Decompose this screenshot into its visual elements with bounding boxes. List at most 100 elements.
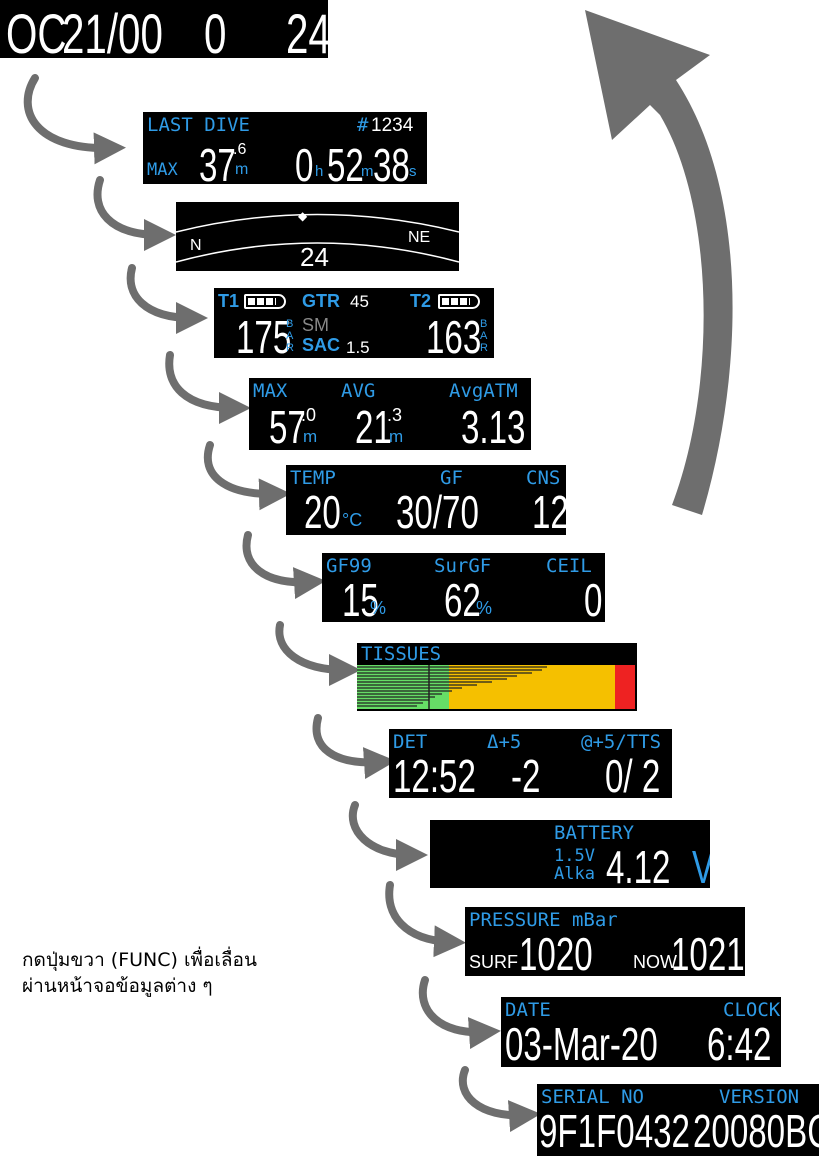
seconds-unit: s: [409, 163, 417, 180]
max-unit: m: [303, 427, 318, 446]
avg-depth: 21: [355, 401, 392, 450]
date-label: DATE: [505, 999, 551, 1021]
battery-type: Alka: [554, 864, 595, 884]
max-label: MAX: [253, 380, 288, 402]
tissues-label: TISSUES: [361, 643, 442, 665]
temp-label: TEMP: [290, 467, 336, 489]
avg-label: AVG: [341, 380, 376, 402]
max-depth: 57: [269, 401, 306, 450]
t1-bar-unit: BAR: [286, 318, 294, 355]
max-depth-decimal: .0: [301, 405, 317, 425]
tanks-screen: T1 GTR 45 T2 175 BAR SM SAC 1.5 163 BAR: [214, 288, 494, 358]
deco-plan-screen: DET Δ+5 @+5/TTS 12:52 -2 0/ 2: [389, 729, 672, 798]
surf-value: 1020: [519, 928, 593, 976]
instruction-caption: กดปุ่มขวา (FUNC) เพื่อเลื่อน ผ่านหน้าจอข…: [22, 948, 257, 999]
t2-pressure: 163: [426, 311, 482, 358]
gf-value: 30/70: [396, 486, 479, 535]
compass-ne: NE: [408, 229, 431, 246]
sac-value: 1.5: [346, 338, 370, 357]
delta-label: Δ+5: [487, 731, 522, 753]
minutes-unit: m: [361, 163, 374, 180]
serial-value: 9F1F0432: [539, 1105, 690, 1156]
t2-label: T2: [410, 291, 432, 311]
gf99-pct: %: [370, 598, 387, 618]
temp-value: 20: [304, 486, 341, 535]
minutes-value: 52: [327, 139, 364, 184]
heading-marker-icon: ◆: [298, 209, 308, 223]
now-label: NOW: [633, 952, 677, 972]
surgf-value: 62: [444, 574, 481, 622]
version-value: 20080BC: [693, 1105, 819, 1156]
caption-line-1: กดปุ่มขวา (FUNC) เพื่อเลื่อน: [22, 949, 257, 971]
serial-label: SERIAL NO: [541, 1086, 644, 1108]
max-label: MAX: [147, 160, 178, 180]
pressure-screen: PRESSURE mBar SURF 1020 NOW 1021: [465, 907, 745, 976]
avg-depth-decimal: .3: [387, 405, 403, 425]
caption-line-2: ผ่านหน้าจอข้อมูลต่าง ๆ: [22, 974, 213, 997]
cns-label: CNS: [526, 467, 561, 489]
tissue-bars: [357, 665, 547, 709]
gtr-label: GTR: [302, 291, 340, 311]
avg-unit: m: [389, 427, 404, 446]
serial-screen: SERIAL NO VERSION 9F1F0432 20080BC: [537, 1084, 819, 1156]
avgatm-label: AvgATM: [449, 380, 518, 402]
t1-label: T1: [218, 291, 240, 311]
surgf-label: SurGF: [434, 555, 492, 577]
tts-value: 24: [286, 2, 328, 59]
max-depth-unit: m: [235, 161, 249, 178]
cns-value: 12: [532, 486, 566, 535]
last-dive-title: LAST DIVE: [147, 114, 250, 136]
depth-stats-screen: MAX AVG AvgATM 57 .0 m 21 .3 m 3.13: [249, 378, 531, 450]
seconds-value: 38: [373, 139, 410, 184]
gf99-screen: GF99 SurGF CEIL 15 % 62 % 0: [322, 553, 605, 622]
top-screen: OC 21/00 0 24: [0, 0, 328, 58]
clock-label: CLOCK: [723, 999, 781, 1021]
version-label: VERSION: [719, 1086, 800, 1108]
t2-battery-icon: [438, 294, 480, 309]
now-value: 1021: [671, 928, 745, 976]
last-dive-screen: LAST DIVE # 1234 MAX 37 .6 m 0 h 52 m 38…: [143, 112, 427, 184]
tts-value: 0/ 2: [605, 750, 661, 798]
t1-pressure: 175: [236, 311, 292, 358]
date-value: 03-Mar-20: [505, 1018, 658, 1067]
compass-screen: ◆ N NE 24: [176, 202, 459, 271]
det-label: DET: [393, 731, 428, 753]
ceil-value: 0: [584, 574, 603, 622]
tissue-red-zone: [615, 665, 635, 709]
surf-label: SURF: [469, 952, 518, 972]
surgf-pct: %: [476, 598, 493, 618]
tts-label: @+5/TTS: [581, 731, 662, 753]
ceil-label: CEIL: [546, 555, 592, 577]
gf99-value: 15: [342, 574, 379, 622]
battery-voltage: 4.12: [606, 841, 671, 888]
compass-arcs: [176, 213, 459, 263]
battery-unit: V: [692, 844, 710, 888]
battery-label: BATTERY: [554, 822, 635, 844]
gtr-value: 45: [350, 292, 369, 311]
sm-label: SM: [302, 315, 329, 335]
gf-label: GF: [440, 467, 463, 489]
hours-unit: h: [315, 163, 324, 180]
dive-number-prefix: #: [357, 114, 369, 136]
t1-battery-icon: [244, 294, 286, 309]
pressure-label: PRESSURE mBar: [469, 909, 618, 931]
ndl-value: 0: [204, 2, 227, 59]
mode-value: OC: [6, 2, 67, 59]
temp-unit: °C: [342, 510, 363, 530]
tissue-yellow-zone: [449, 665, 615, 709]
sac-label: SAC: [302, 335, 341, 355]
hours-value: 0: [295, 139, 314, 184]
compass-n: N: [190, 237, 202, 254]
tissues-screen: TISSUES: [357, 643, 637, 711]
temp-gf-screen: TEMP GF CNS 20 °C 30/70 12: [286, 465, 566, 535]
battery-screen: BATTERY 1.5V Alka 4.12 V: [430, 820, 710, 888]
battery-nominal: 1.5V: [554, 846, 595, 866]
gf99-label: GF99: [326, 555, 372, 577]
gas-value: 21/00: [62, 2, 163, 59]
max-depth-value: 37: [199, 139, 236, 184]
tissue-green-zone: [357, 665, 449, 709]
clock-value: 6:42: [707, 1018, 772, 1067]
datetime-screen: DATE CLOCK 03-Mar-20 6:42: [501, 997, 781, 1067]
det-value: 12:52: [393, 750, 476, 798]
